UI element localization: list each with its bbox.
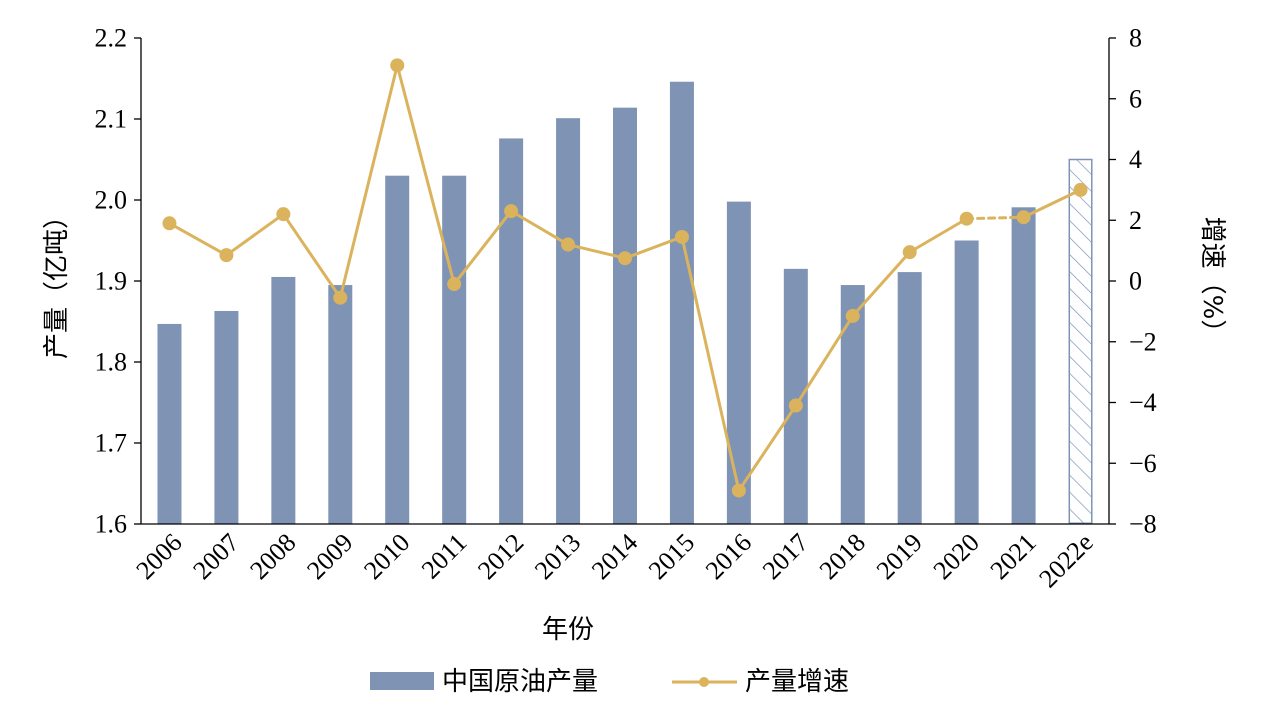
- y-axis-title: 产量（亿吨）: [42, 203, 72, 359]
- y-tick-label: 1.8: [95, 348, 128, 377]
- x-tick-label: 2007: [187, 528, 244, 585]
- growth-point-2006: [162, 216, 177, 231]
- y2-tick-label: 2: [1129, 206, 1142, 235]
- y-tick-label: 1.7: [95, 429, 128, 458]
- bar-2020: [954, 240, 979, 524]
- x-tick-label: 2015: [643, 528, 700, 585]
- bar-2022e: [1068, 158, 1093, 524]
- bar-2010: [385, 175, 410, 524]
- growth-point-2013: [561, 237, 576, 252]
- x-tick-labels: 2006 2007 2008 2009 2010 2011 2012 2013 2014 2015…: [130, 528, 1098, 593]
- growth-point-2012: [504, 204, 519, 219]
- growth-line-segment: [224, 212, 285, 257]
- legend-bar-swatch: [370, 672, 434, 690]
- bar-2014: [613, 107, 637, 524]
- y2-tick-label: 6: [1129, 84, 1142, 113]
- bar-2017: [783, 268, 808, 524]
- growth-point-2016: [731, 483, 746, 498]
- growth-line-segment: [965, 215, 1026, 221]
- bar-2007: [214, 310, 239, 524]
- y-tick-label: 2.1: [95, 105, 128, 134]
- y-tick-label: 1.9: [95, 267, 128, 296]
- y2-tick-label: −4: [1129, 388, 1157, 417]
- x-tick-label: 2021: [985, 528, 1042, 585]
- growth-point-2010: [390, 58, 405, 73]
- bar-2019: [897, 272, 922, 524]
- y-tick-label: 2.0: [95, 186, 128, 215]
- y-tick-label: 1.6: [95, 510, 128, 539]
- x-tick-label: 2018: [814, 528, 871, 585]
- growth-line-segment: [623, 235, 684, 260]
- growth-point-2009: [333, 290, 348, 305]
- bar-2018: [840, 285, 865, 524]
- growth-point-2021: [1016, 210, 1031, 225]
- bar-2009: [328, 285, 353, 524]
- growth-point-2011: [447, 277, 462, 292]
- y-tick-labels: 1.6 1.7 1.8 1.9 2.0 2.1 2.2: [95, 24, 128, 539]
- x-tick-label: 2016: [700, 528, 757, 585]
- bar-2008: [271, 276, 296, 524]
- growth-line-segment: [851, 250, 912, 318]
- axes: [134, 37, 1116, 525]
- x-tick-label: 2006: [130, 528, 187, 585]
- growth-line-segment: [452, 209, 513, 286]
- growth-point-2018: [845, 308, 860, 323]
- x-tick-label: 2008: [244, 528, 301, 585]
- y-tick-label: 2.2: [95, 24, 128, 53]
- bar-2016: [726, 201, 751, 524]
- x-tick-label: 2009: [301, 528, 358, 585]
- growth-point-2015: [674, 229, 689, 244]
- growth-line-segment: [1022, 188, 1083, 219]
- growth-point-2008: [276, 207, 291, 222]
- growth-point-2017: [788, 398, 803, 413]
- y2-tick-label: 4: [1129, 145, 1142, 174]
- growth-line-segment: [509, 209, 570, 247]
- growth-line-segment: [167, 221, 228, 257]
- bar-2012: [499, 138, 524, 524]
- y2-tick-label: 0: [1129, 267, 1142, 296]
- growth-line-segment: [395, 63, 456, 286]
- growth-line-segment: [281, 212, 342, 300]
- y2-axis-title: 增速（%）: [1197, 217, 1227, 346]
- bar-2015: [669, 81, 694, 525]
- x-tick-label: 2012: [472, 528, 529, 585]
- production-bars: [157, 81, 1093, 525]
- growth-point-2020: [959, 211, 974, 226]
- x-tick-label: 2013: [529, 528, 586, 585]
- growth-point-2022e: [1073, 182, 1088, 197]
- growth-point-2014: [618, 251, 632, 266]
- x-axis-title: 年份: [542, 615, 594, 645]
- legend-bar-label: 中国原油产量: [442, 667, 598, 697]
- x-tick-label: 2017: [757, 528, 814, 585]
- bar-2006: [157, 323, 182, 524]
- growth-line: [162, 58, 1088, 498]
- x-tick-label: 2022e: [1033, 528, 1098, 593]
- x-tick-label: 2010: [358, 528, 415, 585]
- growth-line-segment: [680, 235, 741, 493]
- growth-line-segment: [794, 314, 855, 408]
- legend: 中国原油产量 产量增速: [370, 667, 849, 697]
- y2-tick-label: −2: [1129, 327, 1157, 356]
- legend-line-label: 产量增速: [745, 667, 849, 697]
- x-tick-label: 2019: [871, 528, 928, 585]
- bar-2013: [556, 118, 581, 524]
- growth-line-segment: [908, 217, 969, 254]
- growth-line-segment: [737, 404, 798, 493]
- growth-line-segment: [566, 243, 627, 260]
- bar-2021: [1011, 207, 1036, 525]
- legend-line-marker: [699, 677, 709, 687]
- bar-2011: [442, 175, 467, 524]
- y2-tick-label: −6: [1129, 449, 1157, 478]
- growth-point-2007: [219, 248, 234, 263]
- x-tick-label: 2014: [586, 528, 643, 585]
- growth-point-2019: [902, 245, 917, 260]
- x-tick-label: 2011: [416, 528, 473, 585]
- y2-tick-label: −8: [1129, 510, 1157, 539]
- growth-line-segment: [338, 63, 399, 300]
- y2-tick-labels: −8 −6 −4 −2 0 2 4 6 8: [1129, 24, 1157, 539]
- x-tick-label: 2020: [928, 528, 985, 585]
- y2-tick-label: 8: [1129, 24, 1142, 53]
